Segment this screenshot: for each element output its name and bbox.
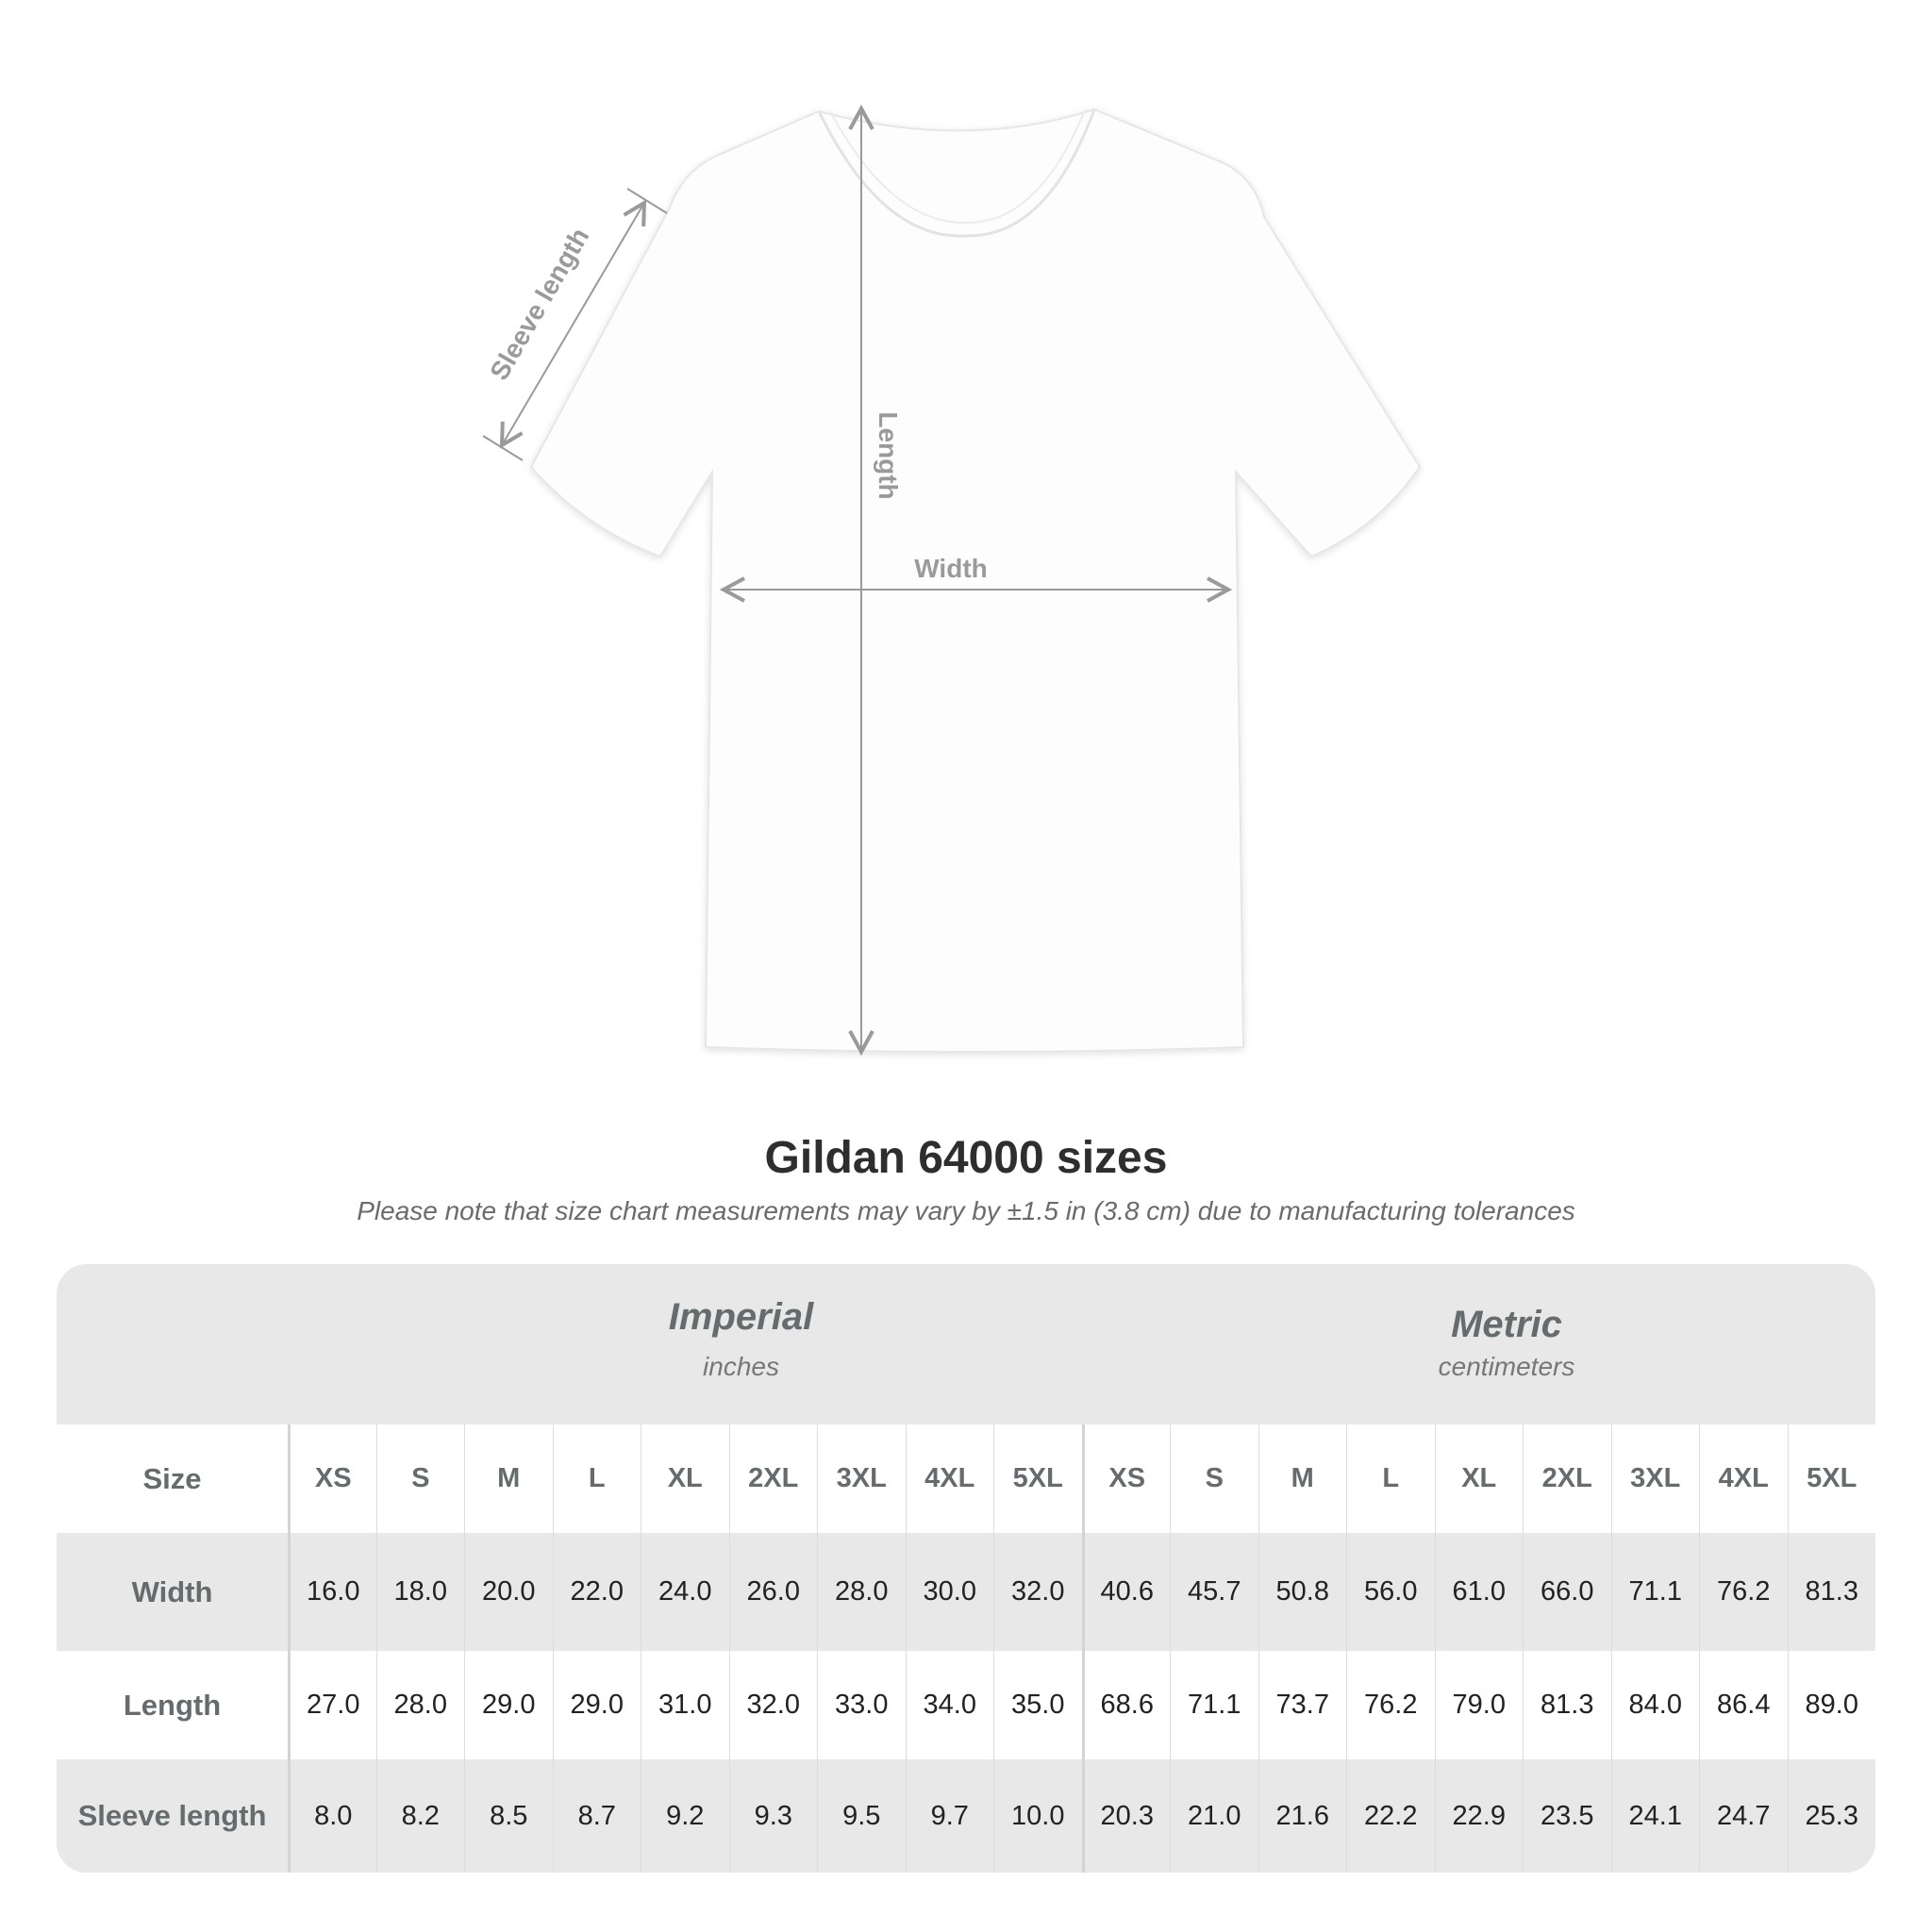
- size-header-cell: 5XL: [993, 1424, 1082, 1533]
- size-table: Imperial inches Metric centimeters Size X…: [57, 1264, 1875, 1873]
- imperial-value-cell: 9.7: [905, 1759, 994, 1873]
- size-header-cell: 2XL: [728, 1424, 818, 1533]
- imperial-value-cell: 28.0: [817, 1533, 906, 1651]
- imperial-value-cell: 31.0: [641, 1651, 729, 1759]
- imperial-value-cell: 28.0: [375, 1651, 465, 1759]
- table-row: Width 16.0 18.0 20.0 22.0 24.0 26.0 28.0 30.0 32.…: [57, 1533, 1875, 1651]
- size-header-cell: 3XL: [817, 1424, 906, 1533]
- imperial-value-cell: 27.0: [288, 1651, 376, 1759]
- imperial-value-cell: 8.0: [288, 1759, 376, 1873]
- imperial-value-cell: 33.0: [817, 1651, 906, 1759]
- metric-value-cell: 89.0: [1787, 1651, 1876, 1759]
- table-row: Sleeve length 8.0 8.2 8.5 8.7 9.2 9.3 9.5 9.7 10.…: [57, 1759, 1875, 1873]
- size-header-cell: XS: [1081, 1424, 1171, 1533]
- size-header-cell: L: [552, 1424, 641, 1533]
- metric-value-cell: 84.0: [1610, 1651, 1700, 1759]
- metric-value-cell: 20.3: [1081, 1759, 1171, 1873]
- imperial-value-cell: 10.0: [993, 1759, 1082, 1873]
- metric-value-cell: 23.5: [1523, 1759, 1611, 1873]
- metric-value-cell: 24.1: [1610, 1759, 1700, 1873]
- tolerance-note: Please note that size chart measurements…: [357, 1196, 1575, 1225]
- metric-value-cell: 40.6: [1081, 1533, 1171, 1651]
- metric-value-cell: 76.2: [1699, 1533, 1788, 1651]
- metric-value-cell: 22.2: [1346, 1759, 1435, 1873]
- size-header-cell: 4XL: [1699, 1424, 1788, 1533]
- length-label: Length: [874, 411, 903, 499]
- metric-label: Metric: [1451, 1304, 1562, 1345]
- metric-value-cell: 81.3: [1523, 1651, 1611, 1759]
- imperial-value-cell: 24.0: [641, 1533, 729, 1651]
- imperial-value-cell: 8.5: [464, 1759, 553, 1873]
- imperial-value-cell: 9.5: [817, 1759, 906, 1873]
- metric-value-cell: 76.2: [1346, 1651, 1435, 1759]
- imperial-value-cell: 18.0: [375, 1533, 465, 1651]
- sleeve-measure-line: [482, 188, 668, 461]
- table-row: Length 27.0 28.0 29.0 29.0 31.0 32.0 33.0 34.0 35…: [57, 1651, 1875, 1759]
- imperial-header: Imperial inches: [344, 1264, 1138, 1424]
- metric-value-cell: 81.3: [1787, 1533, 1876, 1651]
- metric-value-cell: 50.8: [1257, 1533, 1347, 1651]
- imperial-value-cell: 30.0: [905, 1533, 994, 1651]
- size-header-cell: 4XL: [905, 1424, 994, 1533]
- imperial-value-cell: 9.3: [728, 1759, 818, 1873]
- metric-value-cell: 45.7: [1170, 1533, 1258, 1651]
- size-header-cell: L: [1346, 1424, 1435, 1533]
- imperial-value-cell: 35.0: [993, 1651, 1082, 1759]
- metric-value-cell: 86.4: [1699, 1651, 1788, 1759]
- row-label: Size: [142, 1461, 202, 1495]
- size-header-cell: 3XL: [1610, 1424, 1700, 1533]
- imperial-value-cell: 26.0: [728, 1533, 818, 1651]
- imperial-value-cell: 29.0: [464, 1651, 553, 1759]
- metric-header: Metric centimeters: [1138, 1264, 1875, 1424]
- metric-unit: centimeters: [1438, 1352, 1575, 1381]
- imperial-value-cell: 16.0: [288, 1533, 376, 1651]
- metric-value-cell: 25.3: [1787, 1759, 1876, 1873]
- width-label: Width: [914, 554, 988, 583]
- imperial-unit: inches: [703, 1352, 779, 1381]
- page-title: Gildan 64000 sizes: [764, 1133, 1168, 1183]
- size-header-row: Size XS S M L XL 2XL 3XL 4XL 5XL XS S M L XL 2XL 3XL 4XL 5…: [57, 1424, 1875, 1533]
- imperial-label: Imperial: [668, 1296, 814, 1338]
- imperial-value-cell: 20.0: [464, 1533, 553, 1651]
- row-label: Width: [131, 1574, 213, 1608]
- imperial-value-cell: 8.7: [552, 1759, 641, 1873]
- row-label: Length: [123, 1688, 222, 1722]
- row-label: Sleeve length: [77, 1799, 267, 1832]
- imperial-value-cell: 8.2: [375, 1759, 465, 1873]
- imperial-value-cell: 22.0: [552, 1533, 641, 1651]
- metric-value-cell: 71.1: [1610, 1533, 1700, 1651]
- size-header-cell: M: [1257, 1424, 1347, 1533]
- metric-value-cell: 73.7: [1257, 1651, 1347, 1759]
- metric-value-cell: 21.6: [1257, 1759, 1347, 1873]
- size-header-cell: 2XL: [1523, 1424, 1611, 1533]
- size-header-cell: S: [375, 1424, 465, 1533]
- imperial-value-cell: 32.0: [993, 1533, 1082, 1651]
- metric-value-cell: 71.1: [1170, 1651, 1258, 1759]
- size-header-cell: S: [1170, 1424, 1258, 1533]
- size-header-cell: 5XL: [1787, 1424, 1876, 1533]
- size-header-cell: XL: [1434, 1424, 1524, 1533]
- size-header-cell: XS: [288, 1424, 376, 1533]
- metric-value-cell: 66.0: [1523, 1533, 1611, 1651]
- imperial-value-cell: 29.0: [552, 1651, 641, 1759]
- metric-value-cell: 61.0: [1434, 1533, 1524, 1651]
- tshirt-diagram: Width Length Sleeve length: [482, 0, 1422, 1075]
- metric-value-cell: 21.0: [1170, 1759, 1258, 1873]
- metric-value-cell: 79.0: [1434, 1651, 1524, 1759]
- sleeve-length-label: Sleeve length: [484, 223, 594, 385]
- imperial-value-cell: 34.0: [905, 1651, 994, 1759]
- imperial-value-cell: 9.2: [641, 1759, 729, 1873]
- metric-value-cell: 56.0: [1346, 1533, 1435, 1651]
- metric-value-cell: 22.9: [1434, 1759, 1524, 1873]
- size-header-cell: XL: [641, 1424, 729, 1533]
- size-header-cell: M: [464, 1424, 553, 1533]
- metric-value-cell: 68.6: [1081, 1651, 1171, 1759]
- metric-value-cell: 24.7: [1699, 1759, 1788, 1873]
- imperial-value-cell: 32.0: [728, 1651, 818, 1759]
